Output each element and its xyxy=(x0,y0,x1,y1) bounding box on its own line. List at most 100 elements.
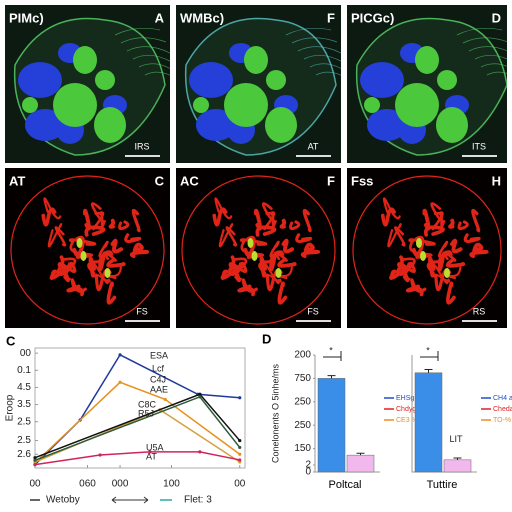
vessel xyxy=(445,281,456,305)
vessel xyxy=(426,259,443,273)
bar-annotation: LIT xyxy=(449,434,463,444)
fiber xyxy=(114,28,161,36)
significance: * xyxy=(426,345,430,355)
y-tick-label: 2.5 xyxy=(17,435,31,446)
panel-letter: H xyxy=(492,173,501,188)
line-point xyxy=(163,397,167,402)
fiber xyxy=(297,46,341,54)
significance-bracket xyxy=(420,351,439,361)
signal xyxy=(80,251,87,261)
vessel xyxy=(106,259,126,268)
signal xyxy=(104,268,111,278)
tissue-outline xyxy=(181,175,336,325)
nucleus-blue xyxy=(18,62,62,98)
y-tick-label: 250 xyxy=(294,420,311,431)
vessel xyxy=(433,273,451,283)
vessel xyxy=(61,257,77,281)
fiber xyxy=(480,63,507,68)
bar xyxy=(443,459,472,473)
vessel xyxy=(463,233,481,243)
vessel xyxy=(253,208,263,231)
scale-label: AT xyxy=(308,141,319,151)
vessel xyxy=(49,262,72,280)
vessel xyxy=(273,250,285,256)
x-tick-label: 060 xyxy=(79,479,96,490)
y-axis-label: Eroop xyxy=(5,394,16,421)
vessel xyxy=(430,202,446,223)
signal xyxy=(251,251,258,261)
y-axis-label: Conelonents Ο 5inhe/ms xyxy=(270,363,280,463)
significance: * xyxy=(329,345,333,355)
legend-arrow xyxy=(111,496,149,504)
nucleus-green xyxy=(437,70,457,90)
vessel xyxy=(279,218,287,229)
vessel xyxy=(472,242,484,253)
legend-label: CH4 a xyxy=(493,395,512,402)
vessel xyxy=(98,253,106,272)
vessel xyxy=(102,250,114,256)
y-tick-label: 0.1 xyxy=(17,365,31,376)
vessel xyxy=(295,233,313,243)
fiber xyxy=(303,54,341,62)
line-point xyxy=(118,353,122,357)
vessel xyxy=(129,249,150,259)
y-tick-label: 3.5 xyxy=(17,399,31,410)
line-point xyxy=(198,392,202,396)
legend-label: TO-% xyxy=(493,417,511,424)
vessel xyxy=(428,256,436,278)
fiber xyxy=(474,54,507,60)
category-label: Poltcal xyxy=(328,479,361,491)
vessel xyxy=(303,242,315,253)
fiber xyxy=(486,71,507,76)
vessel xyxy=(277,281,288,305)
vessel xyxy=(422,208,431,231)
annotation: Lcf xyxy=(152,363,165,373)
vessel xyxy=(405,284,424,297)
x-tick-label: 000 xyxy=(112,479,129,490)
annotation: C4J xyxy=(150,374,166,384)
panel-letter: D xyxy=(262,331,271,346)
annotation: AT xyxy=(146,451,157,461)
tissue-outline xyxy=(10,175,165,325)
vessel xyxy=(444,250,456,262)
y-tick-label: 250 xyxy=(294,396,311,407)
vessel xyxy=(382,197,401,220)
line-point xyxy=(238,396,242,400)
vessel xyxy=(289,220,301,231)
panel-letter: D xyxy=(492,10,501,25)
vessel xyxy=(108,218,116,229)
vessel xyxy=(41,207,57,227)
nucleus-green xyxy=(94,107,126,143)
nucleus-green xyxy=(53,83,97,127)
line-point xyxy=(118,380,122,384)
annotation: C8C xyxy=(138,399,157,409)
category-label: Tuttire xyxy=(427,479,458,491)
nucleus-blue xyxy=(360,62,404,98)
legend-label: Flet: 3 xyxy=(184,495,212,506)
vessel xyxy=(118,220,130,231)
micrograph xyxy=(347,5,507,163)
micrograph xyxy=(5,168,170,328)
fiber xyxy=(315,71,341,76)
y-tick-label: 0 xyxy=(305,467,311,478)
vessel xyxy=(441,250,453,256)
annotation: ESA xyxy=(150,350,168,360)
annotation: AAE xyxy=(150,384,168,394)
vessel xyxy=(457,220,469,231)
x-tick-label: 100 xyxy=(163,479,180,490)
plot-frame xyxy=(34,347,246,469)
y-tick-label: 150 xyxy=(294,443,311,454)
nucleus-green xyxy=(22,97,38,113)
signal xyxy=(275,268,282,278)
vessel xyxy=(389,262,411,280)
error-bar xyxy=(453,457,462,460)
panel-letter: C xyxy=(6,333,16,348)
fiber xyxy=(462,37,507,44)
nucleus-green xyxy=(193,97,209,113)
line-point xyxy=(238,445,242,450)
micrograph xyxy=(176,5,341,163)
legend-label: Wetoby xyxy=(46,495,80,506)
vessel xyxy=(105,250,117,262)
vessel xyxy=(302,208,312,233)
